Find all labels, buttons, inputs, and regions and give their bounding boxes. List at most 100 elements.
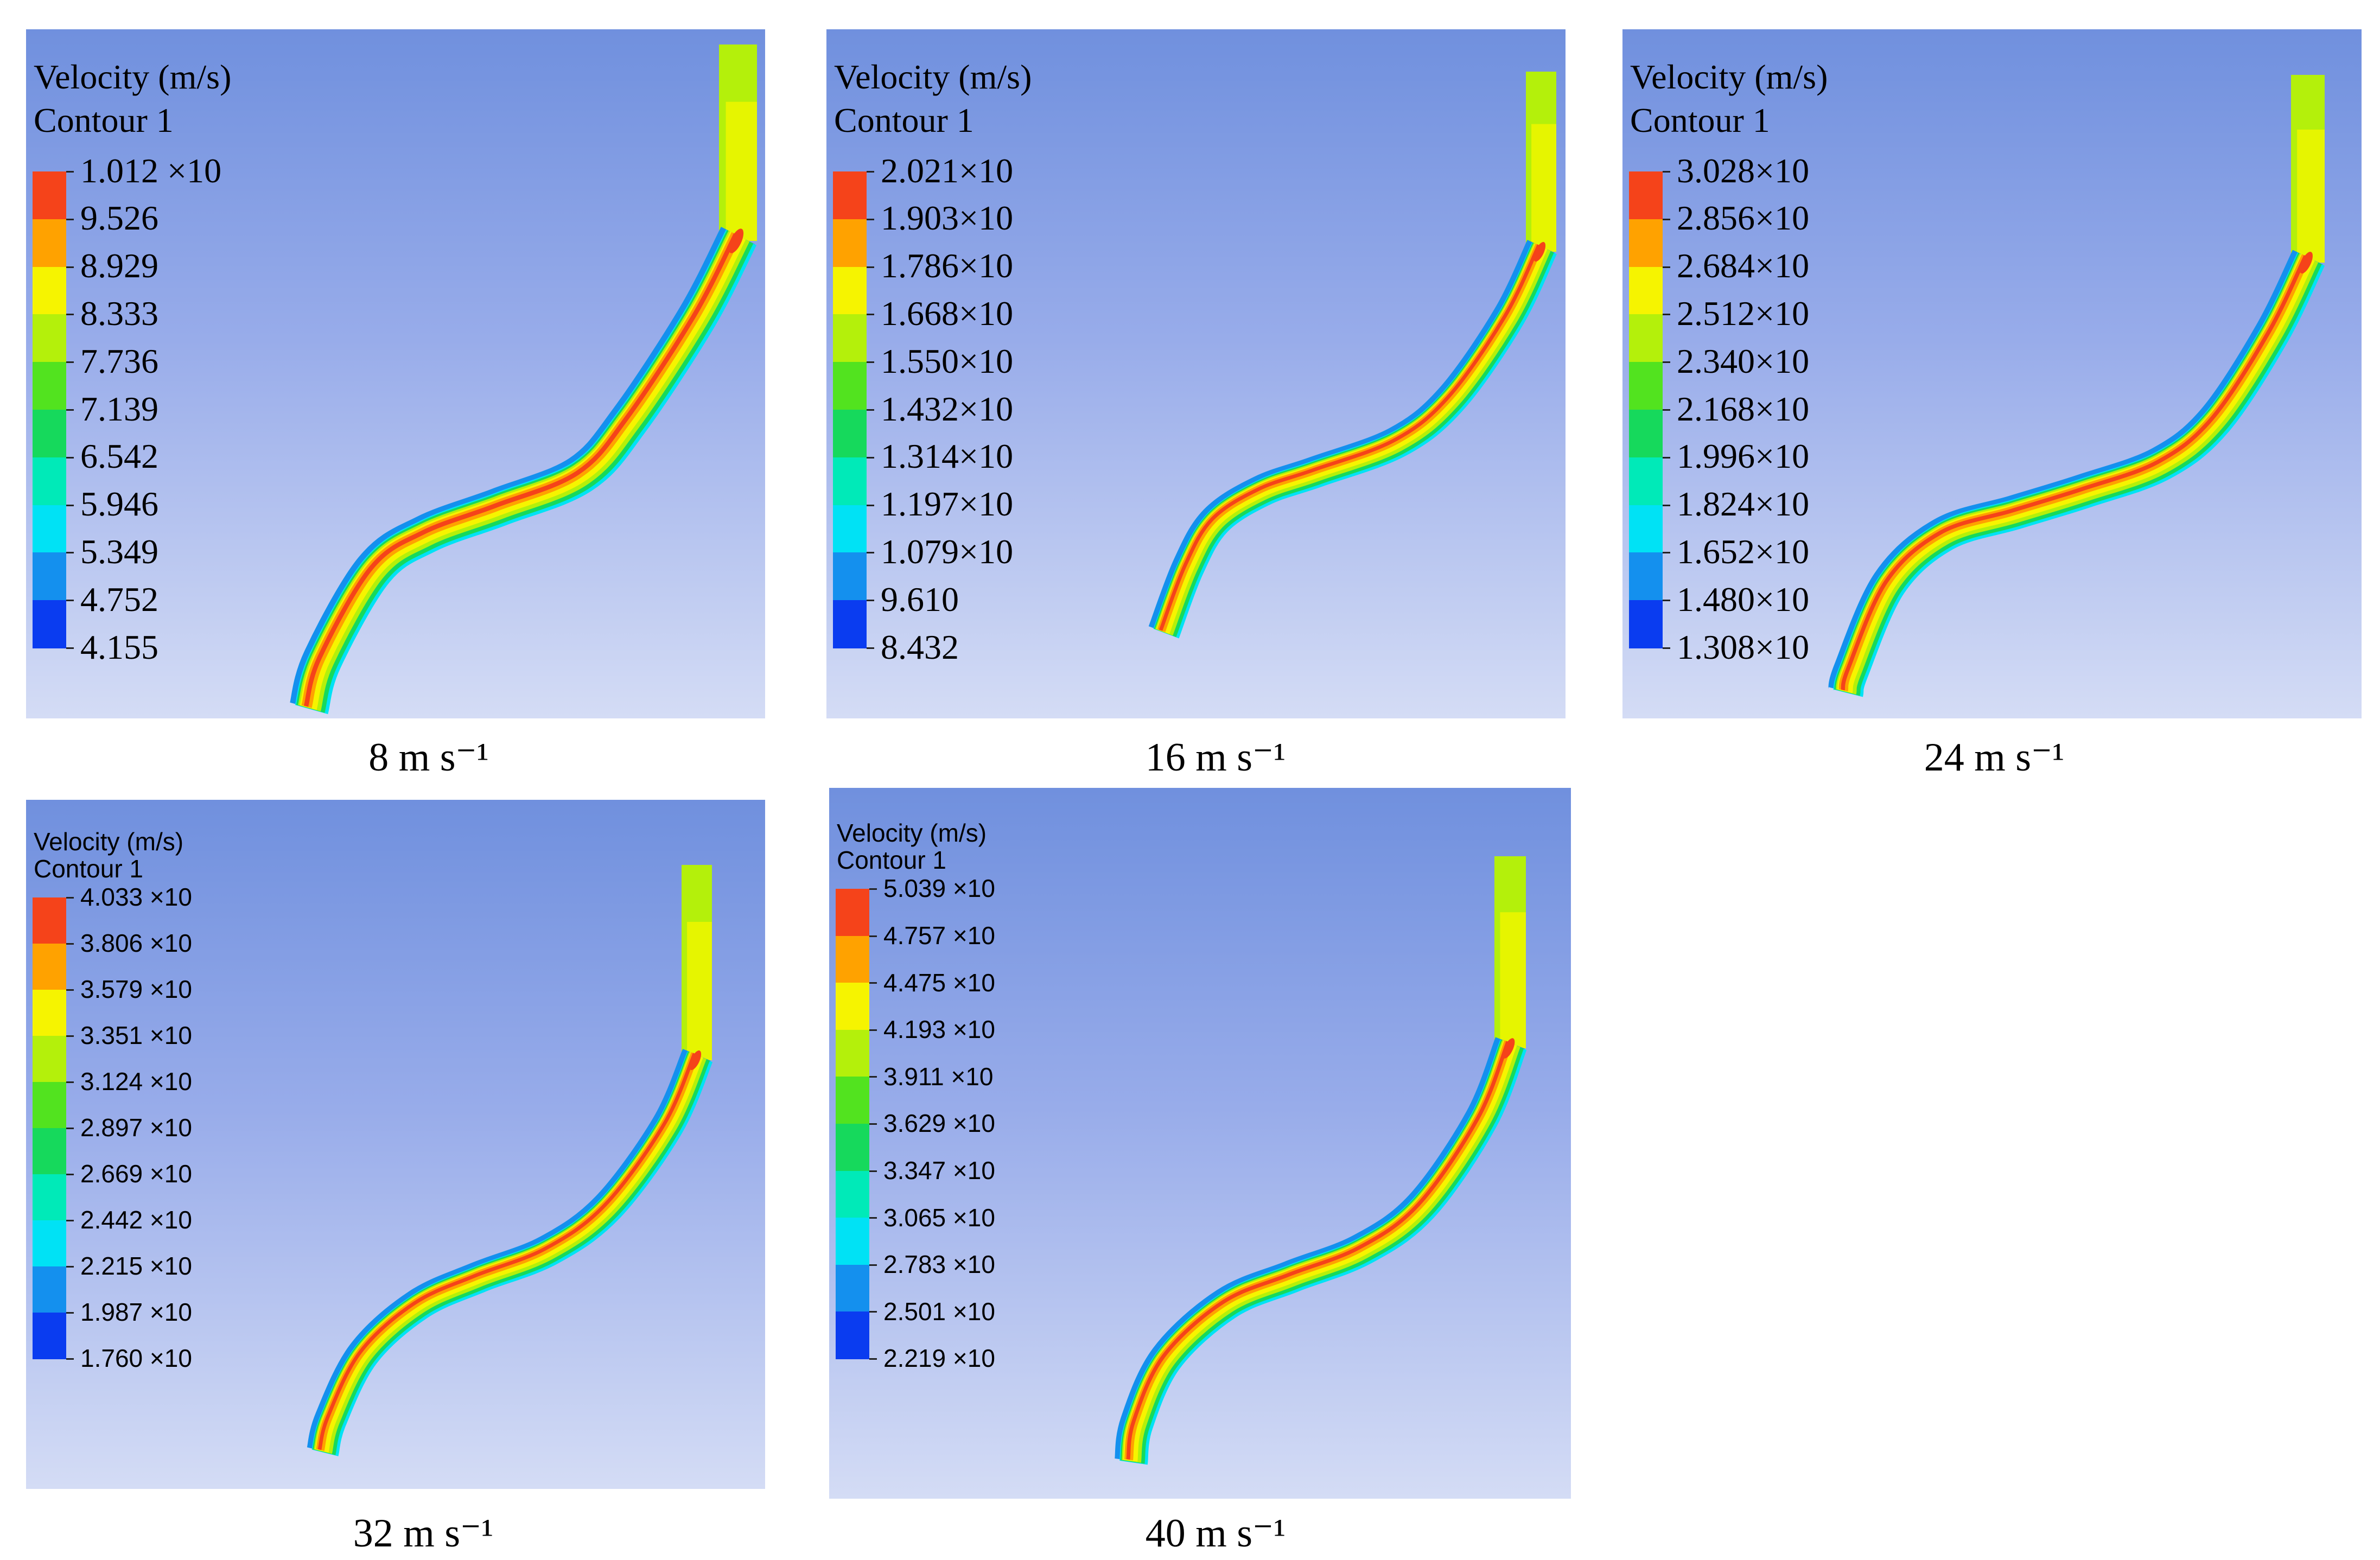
legend-tick — [1663, 456, 1670, 459]
legend-tick — [66, 409, 74, 411]
legend-tick — [66, 456, 74, 459]
legend-header: Velocity (m/s) Contour 1 — [34, 60, 231, 138]
legend-swatch — [1629, 410, 1663, 458]
legend-tick — [867, 266, 874, 268]
legend-header: Velocity (m/s) Contour 1 — [34, 829, 183, 881]
legend-tick — [869, 1076, 877, 1078]
contour-band-2 — [296, 230, 754, 713]
legend-label: 2.168×10 — [1677, 389, 1810, 428]
legend-label: 4.033 ×10 — [80, 883, 192, 912]
contour-band-1 — [295, 230, 757, 715]
panel-caption: 40 m s⁻¹ — [1145, 1511, 1286, 1556]
legend-header: Velocity (m/s) Contour 1 — [834, 60, 1032, 138]
legend-tick — [66, 989, 74, 991]
legend-tick — [1663, 361, 1670, 364]
legend-label: 4.475 ×10 — [883, 968, 995, 997]
contour-panel-8: Velocity (m/s) Contour 1 1.012 ×10 9.526 8… — [26, 29, 765, 718]
legend-swatch — [1629, 505, 1663, 553]
panel-caption: 8 m s⁻¹ — [368, 735, 489, 780]
legend-tick — [867, 456, 874, 459]
legend-swatch — [33, 990, 66, 1036]
contour-panel-16: Velocity (m/s) Contour 1 2.021×10 1.903×1… — [826, 29, 1566, 718]
contour-band-3 — [1155, 243, 1551, 636]
legend-tick — [869, 1170, 877, 1172]
legend-swatch — [1629, 600, 1663, 648]
contour-band-3 — [297, 231, 750, 712]
legend-label: 9.526 — [80, 199, 158, 238]
legend-swatch — [1629, 171, 1663, 220]
legend-label: 4.155 — [80, 627, 158, 666]
legend-label: 4.757 ×10 — [883, 921, 995, 950]
contour-band-0 — [307, 1048, 711, 1455]
legend-header: Velocity (m/s) Contour 1 — [837, 820, 987, 873]
legend-label: 1.012 ×10 — [80, 151, 222, 190]
legend-swatch — [1629, 552, 1663, 601]
legend-label: 6.542 — [80, 437, 158, 476]
legend-label: 1.314×10 — [881, 437, 1014, 476]
panel-caption: 32 m s⁻¹ — [353, 1511, 494, 1556]
outlet-core — [687, 922, 712, 1060]
legend-swatch — [833, 410, 867, 458]
legend-tick — [66, 1174, 74, 1175]
legend-swatch — [33, 1220, 66, 1267]
legend-tick — [1663, 552, 1670, 554]
legend-tick — [1663, 600, 1670, 602]
pipe-velocity-contour — [307, 865, 713, 1456]
legend-label: 1.760 ×10 — [80, 1344, 192, 1373]
legend-label: 4.193 ×10 — [883, 1015, 995, 1044]
legend-tick — [66, 647, 74, 649]
outlet-core — [1531, 124, 1556, 252]
legend-swatch — [33, 362, 66, 410]
legend-label: 3.347 ×10 — [883, 1156, 995, 1185]
contour-band-6 — [1159, 244, 1541, 631]
legend-label: 2.340×10 — [1677, 341, 1810, 380]
contour-band-5 — [301, 232, 741, 708]
legend-label: 1.652×10 — [1677, 532, 1810, 571]
hot-spot — [1502, 1038, 1515, 1059]
pipe-velocity-contour — [1115, 856, 1527, 1465]
hot-spot — [1533, 241, 1546, 262]
legend-swatch — [836, 1077, 869, 1124]
legend-label: 3.028×10 — [1677, 151, 1810, 190]
legend-label: 8.432 — [881, 627, 959, 666]
legend-label: 5.039 ×10 — [883, 874, 995, 903]
legend-swatch — [1629, 457, 1663, 506]
legend-swatch — [1629, 219, 1663, 268]
contour-band-0 — [1828, 250, 2323, 696]
legend-swatch — [836, 1264, 869, 1313]
hot-spot — [728, 228, 744, 253]
legend-swatch — [1629, 362, 1663, 410]
legend-swatch — [33, 1036, 66, 1083]
legend-tick — [66, 552, 74, 554]
legend-swatch — [833, 171, 867, 220]
legend-swatch — [33, 1313, 66, 1359]
legend-label: 2.512×10 — [1677, 294, 1810, 333]
legend-tick — [66, 1035, 74, 1037]
legend-tick — [66, 1358, 74, 1360]
legend-label: 1.996×10 — [1677, 437, 1810, 476]
legend-label: 1.550×10 — [881, 341, 1014, 380]
legend-tick — [1663, 171, 1670, 173]
legend-label: 1.903×10 — [881, 199, 1014, 238]
legend-swatch — [33, 1128, 66, 1175]
legend-label: 5.349 — [80, 532, 158, 571]
legend-swatch — [833, 219, 867, 268]
legend-label: 3.629 ×10 — [883, 1109, 995, 1138]
legend-swatch — [833, 505, 867, 553]
contour-band-4 — [1156, 243, 1548, 634]
legend-label: 3.579 ×10 — [80, 975, 192, 1004]
legend-tick — [867, 218, 874, 220]
legend-label: 2.501 ×10 — [883, 1297, 995, 1326]
legend-label: 5.946 — [80, 485, 158, 524]
legend-swatch — [833, 457, 867, 506]
contour-panel-32: Velocity (m/s) Contour 1 4.033 ×10 3.806 … — [26, 800, 765, 1489]
legend-label: 3.065 ×10 — [883, 1203, 995, 1232]
contour-band-6 — [303, 233, 738, 707]
legend-swatch — [33, 505, 66, 553]
contour-band-5 — [1838, 254, 2311, 692]
legend-swatch — [33, 314, 66, 363]
legend-swatch — [833, 314, 867, 363]
legend-swatch — [836, 1311, 869, 1359]
legend-swatch — [833, 266, 867, 315]
legend-swatch — [833, 362, 867, 410]
